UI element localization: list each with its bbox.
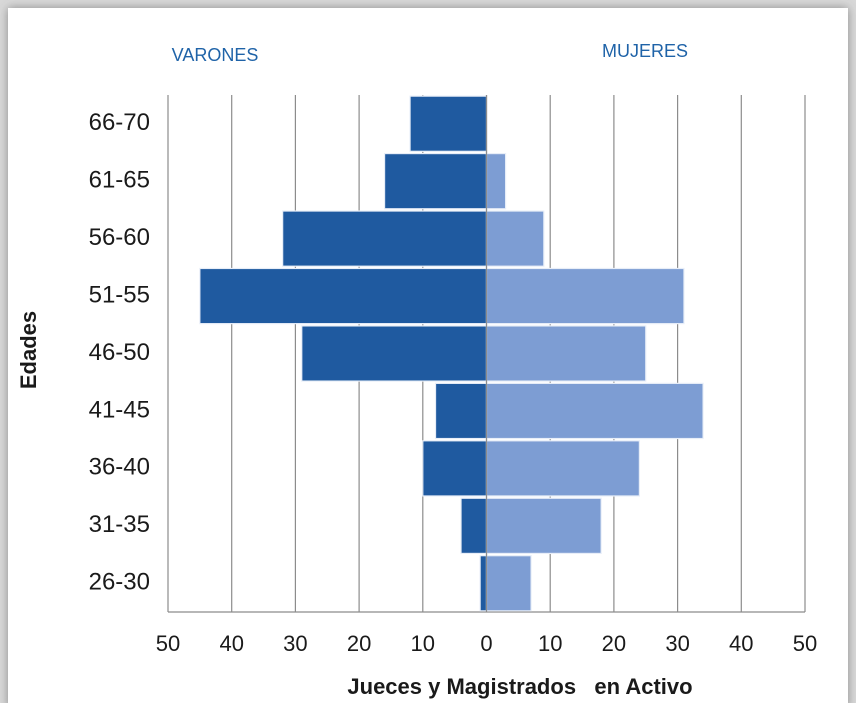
bar [485,210,545,267]
y-tick-label: 36-40 [89,454,150,481]
x-tick-label: 20 [602,631,626,656]
bar [301,325,488,382]
x-axis-title: Jueces y Magistrados en Activo [347,674,692,699]
x-tick-label: 10 [411,631,435,656]
x-tick-label: 10 [538,631,562,656]
y-tick-label: 46-50 [89,339,150,366]
x-tick-label: 40 [729,631,753,656]
x-tick-label: 30 [665,631,689,656]
y-tick-label: 26-30 [89,569,150,596]
y-tick-label: 31-35 [89,511,150,538]
y-tick-label: 51-55 [89,281,150,308]
bar [460,497,488,555]
bar [485,382,704,440]
bar [199,267,488,325]
y-tick-label: 66-70 [89,109,150,136]
bar [485,152,507,210]
series-heading: VARONES [172,45,259,65]
bar [282,210,488,267]
x-tick-label: 0 [480,631,492,656]
bar [434,382,488,440]
bar [485,497,602,555]
bar [383,152,488,210]
bar [409,95,488,152]
y-axis-title: Edades [16,311,41,389]
bar [479,555,488,612]
x-tick-label: 30 [283,631,307,656]
bar [485,267,685,325]
y-tick-label: 41-45 [89,396,150,423]
plot-area: 50 40 30 20 10 0 10 20 30 40 50 66-70 61-65 56-60 51-5… [89,95,817,656]
x-tick-label: 20 [347,631,371,656]
bar [485,440,640,497]
bar [485,555,532,612]
y-tick-label: 56-60 [89,224,150,251]
series-heading: MUJERES [602,41,688,61]
x-tick-label: 50 [156,631,180,656]
bar [485,325,647,382]
x-tick-label: 40 [219,631,243,656]
y-tick-label: 61-65 [89,167,150,194]
bar [422,440,488,497]
x-tick-label: 50 [793,631,817,656]
